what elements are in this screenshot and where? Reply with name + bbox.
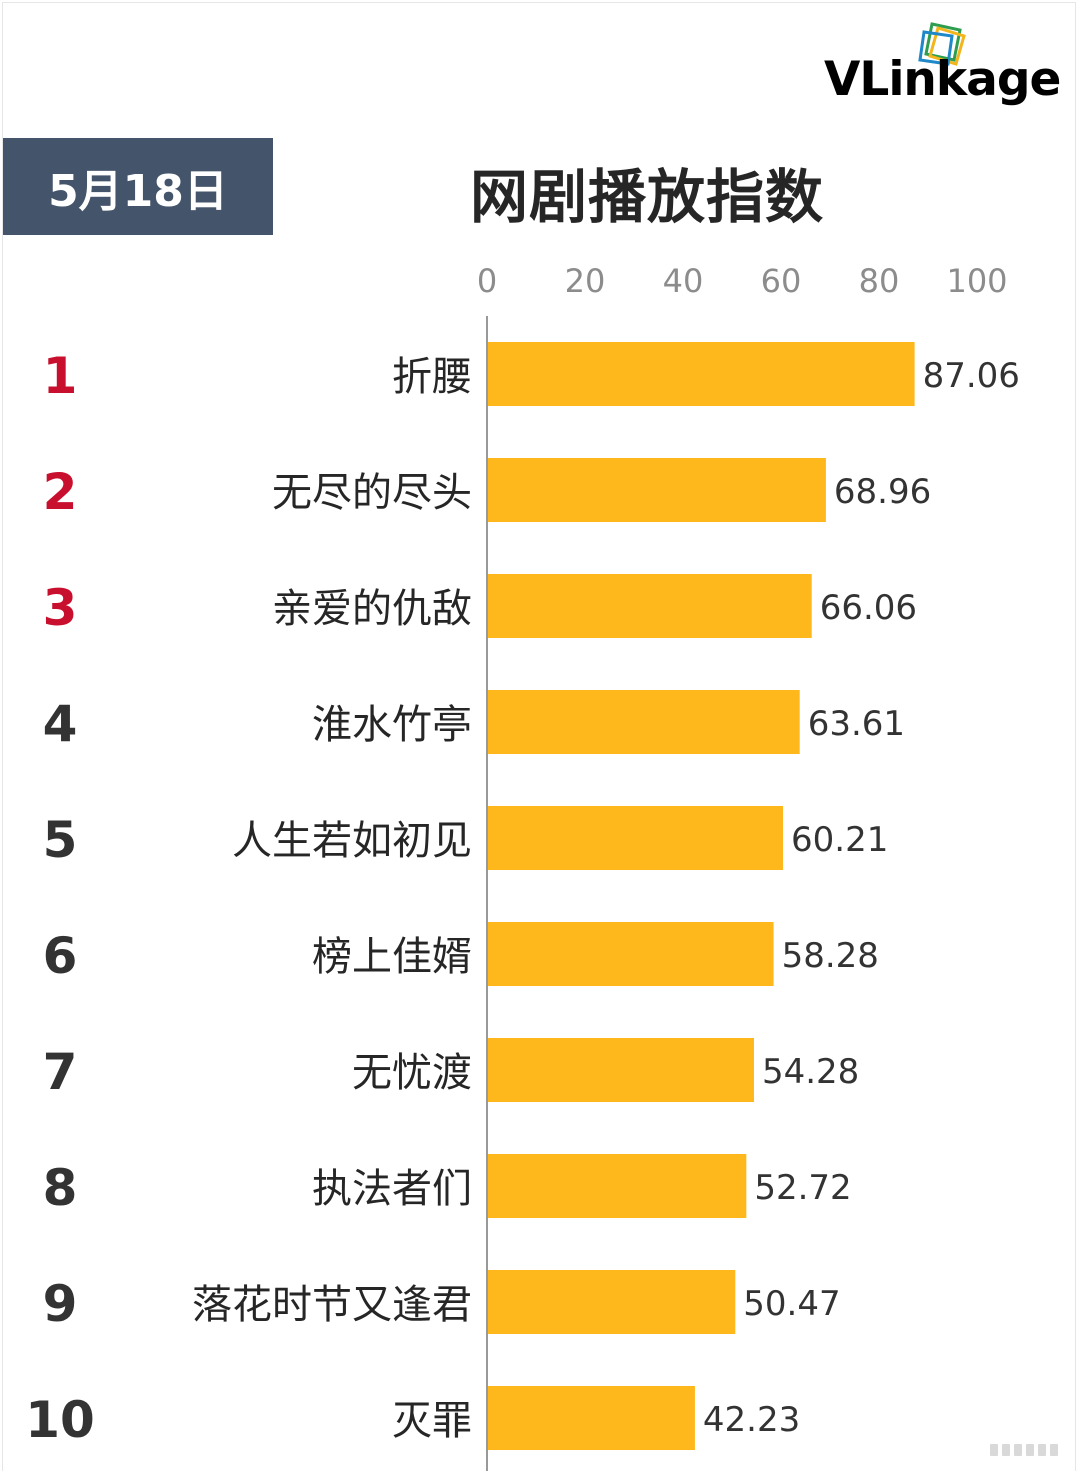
x-tick-label: 0	[477, 262, 497, 300]
category-label: 人生若如初见	[232, 818, 472, 864]
category-label: 淮水竹亭	[312, 702, 472, 748]
bar	[488, 342, 915, 406]
category-label: 落花时节又逢君	[192, 1282, 472, 1328]
bar	[488, 1154, 747, 1218]
rank-label: 4	[43, 695, 78, 753]
rank-label: 1	[43, 347, 78, 405]
rank-label: 2	[43, 463, 78, 521]
value-label: 68.96	[834, 472, 931, 512]
category-label: 执法者们	[312, 1166, 472, 1212]
bar	[488, 1038, 754, 1102]
value-label: 50.47	[743, 1284, 840, 1324]
value-label: 42.23	[703, 1400, 800, 1440]
value-label: 63.61	[808, 704, 905, 744]
bar	[488, 1386, 695, 1450]
value-label: 52.72	[754, 1168, 851, 1208]
x-tick-label: 80	[859, 262, 900, 300]
x-tick-label: 40	[663, 262, 704, 300]
rank-label: 7	[43, 1043, 78, 1101]
category-label: 折腰	[392, 354, 472, 400]
category-label: 榜上佳婿	[312, 934, 472, 980]
bar	[488, 574, 812, 638]
rank-label: 5	[43, 811, 78, 869]
rank-label: 10	[25, 1391, 95, 1449]
rank-label: 9	[43, 1275, 78, 1333]
chart-title: 网剧播放指数	[470, 163, 825, 231]
bar	[488, 690, 800, 754]
vlinkage-logo-icon	[918, 22, 966, 66]
value-label: 60.21	[791, 820, 888, 860]
value-label: 54.28	[762, 1052, 859, 1092]
value-label: 58.28	[782, 936, 879, 976]
x-tick-label: 20	[565, 262, 606, 300]
bar	[488, 1270, 736, 1334]
category-label: 亲爱的仇敌	[272, 586, 472, 632]
rank-label: 6	[43, 927, 78, 985]
logo-text: VLinkage	[824, 52, 1061, 107]
x-tick-label: 100	[946, 262, 1007, 300]
more-indicator-icon	[990, 1444, 1058, 1456]
value-label: 87.06	[923, 356, 1020, 396]
value-label: 66.06	[820, 588, 917, 628]
category-label: 无忧渡	[352, 1050, 472, 1096]
rank-label: 8	[43, 1159, 78, 1217]
x-tick-label: 60	[761, 262, 802, 300]
rank-label: 3	[43, 579, 78, 637]
date-badge: 5月18日	[3, 138, 273, 235]
bar	[488, 806, 784, 870]
category-label: 灭罪	[392, 1398, 472, 1444]
category-label: 无尽的尽头	[272, 470, 472, 516]
bar	[488, 458, 826, 522]
bar	[488, 922, 774, 986]
